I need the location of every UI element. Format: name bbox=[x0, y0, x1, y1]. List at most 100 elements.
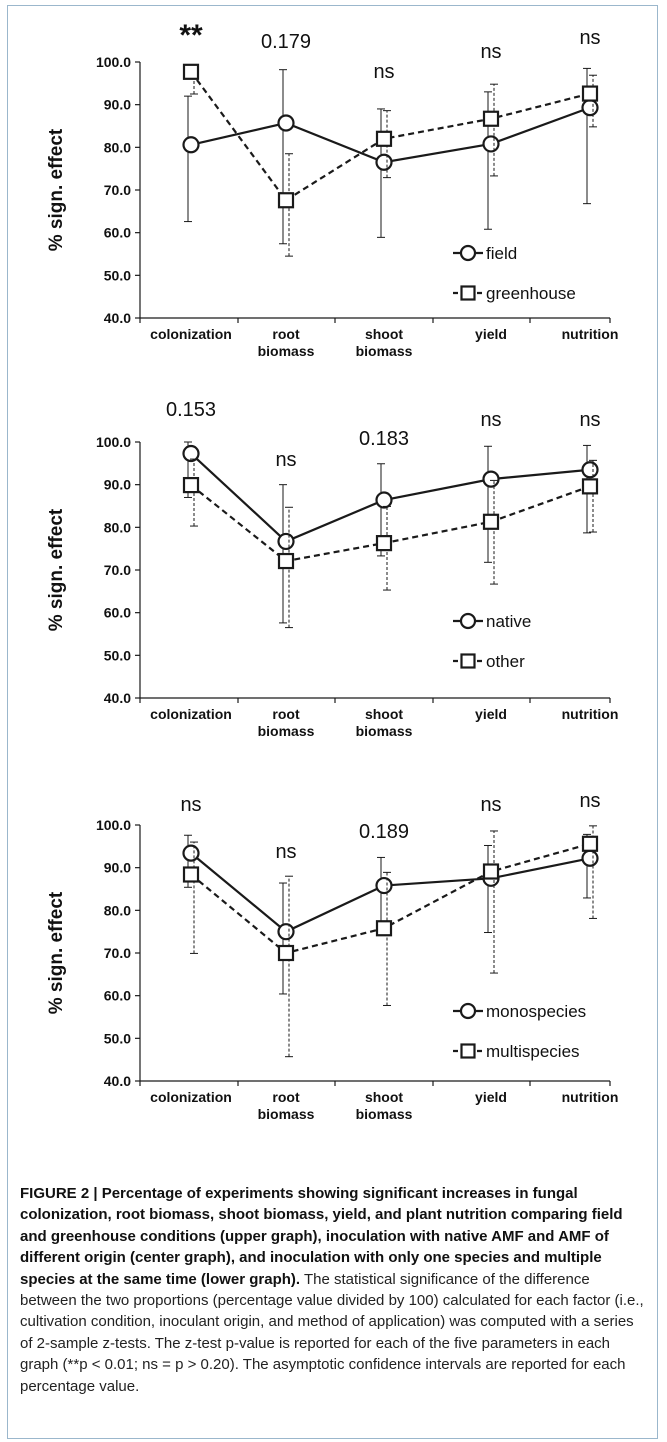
y-tick-label: 70.0 bbox=[104, 562, 131, 578]
x-tick-label: yield bbox=[475, 1089, 507, 1105]
series-other bbox=[182, 458, 599, 629]
x-tick-label: shoot bbox=[365, 1089, 403, 1105]
series-greenhouse bbox=[182, 63, 599, 257]
data-point bbox=[182, 444, 200, 463]
legend-entry: native bbox=[453, 612, 531, 631]
y-tick-label: 80.0 bbox=[104, 519, 131, 535]
p-value-annotation: ** bbox=[179, 19, 203, 52]
x-tick-label: biomass bbox=[356, 723, 413, 739]
legend-entry: field bbox=[453, 244, 517, 263]
caption-title: FIGURE 2 | Percentage of experiments sho… bbox=[20, 1185, 623, 1288]
data-point bbox=[581, 99, 599, 117]
p-value-annotation: ns bbox=[579, 409, 600, 431]
legend-entry: multispecies bbox=[453, 1042, 580, 1061]
y-tick-label: 90.0 bbox=[104, 477, 131, 493]
data-point bbox=[277, 923, 295, 941]
y-tick-label: 50.0 bbox=[104, 1030, 131, 1046]
data-point bbox=[482, 110, 500, 127]
chart-1: % sign. effect 40.0 50.0 60.0 70.0 80.0 90.0 10… bbox=[46, 19, 618, 359]
legend-label: native bbox=[486, 612, 531, 631]
series-multispecies bbox=[182, 825, 599, 1058]
y-axis-label: % sign. effect bbox=[46, 508, 67, 631]
y-tick-label: 60.0 bbox=[104, 988, 131, 1004]
data-point bbox=[581, 849, 599, 867]
figure-caption: FIGURE 2 | Percentage of experiments sho… bbox=[20, 1183, 650, 1397]
p-value-annotation: ns bbox=[480, 409, 501, 431]
x-tick-label: biomass bbox=[356, 343, 413, 359]
x-tick-label: colonization bbox=[150, 706, 232, 722]
series-line bbox=[190, 852, 591, 933]
y-tick-label: 80.0 bbox=[104, 139, 131, 155]
data-point bbox=[482, 135, 500, 153]
y-tick-label: 50.0 bbox=[104, 267, 131, 283]
legend-marker bbox=[459, 244, 477, 262]
y-axis-label: % sign. effect bbox=[46, 891, 67, 1014]
data-point bbox=[375, 876, 393, 895]
legend-label: multispecies bbox=[486, 1042, 580, 1061]
x-tick-label: root bbox=[272, 1089, 300, 1105]
p-value-annotation: 0.189 bbox=[359, 821, 409, 843]
p-value-annotation: ns bbox=[275, 449, 296, 471]
data-point bbox=[375, 130, 393, 147]
chart-2: % sign. effect 40.0 50.0 60.0 70.0 80.0 90.0 10… bbox=[46, 399, 618, 739]
data-point bbox=[277, 532, 295, 551]
data-point bbox=[182, 136, 200, 154]
data-point bbox=[482, 470, 500, 488]
data-point bbox=[182, 866, 200, 883]
p-value-annotation: ns bbox=[373, 61, 394, 83]
data-point bbox=[581, 478, 599, 495]
y-tick-label: 70.0 bbox=[104, 945, 131, 961]
x-tick-label: biomass bbox=[356, 1106, 413, 1122]
caption-text: The statistical significance of the diff… bbox=[20, 1270, 644, 1395]
x-tick-label: biomass bbox=[258, 1106, 315, 1122]
y-tick-label: 100.0 bbox=[96, 817, 131, 833]
x-tick-label: biomass bbox=[258, 723, 315, 739]
x-tick-label: biomass bbox=[258, 343, 315, 359]
p-value-annotation: ns bbox=[579, 790, 600, 812]
p-value-annotation: ns bbox=[579, 27, 600, 49]
y-tick-label: 100.0 bbox=[96, 54, 131, 70]
legend-label: monospecies bbox=[486, 1002, 586, 1021]
data-point bbox=[277, 114, 295, 132]
x-tick-label: nutrition bbox=[562, 706, 619, 722]
legend-label: field bbox=[486, 244, 517, 263]
x-tick-label: yield bbox=[475, 326, 507, 342]
y-tick-label: 100.0 bbox=[96, 434, 131, 450]
y-axis-label: % sign. effect bbox=[46, 128, 67, 251]
data-point bbox=[182, 844, 200, 862]
series-field bbox=[182, 67, 599, 245]
x-tick-label: root bbox=[272, 326, 300, 342]
series-line bbox=[190, 842, 591, 955]
p-value-annotation: ns bbox=[180, 794, 201, 816]
x-tick-label: nutrition bbox=[562, 1089, 619, 1105]
y-tick-label: 40.0 bbox=[104, 690, 131, 706]
data-point bbox=[182, 476, 200, 494]
x-tick-label: shoot bbox=[365, 326, 403, 342]
y-tick-label: 60.0 bbox=[104, 225, 131, 241]
legend-label: other bbox=[486, 652, 525, 671]
x-tick-label: colonization bbox=[150, 326, 232, 342]
series-native bbox=[182, 441, 599, 624]
data-point bbox=[375, 153, 393, 171]
x-tick-label: colonization bbox=[150, 1089, 232, 1105]
legend-marker bbox=[460, 1043, 476, 1059]
legend-entry: greenhouse bbox=[453, 284, 576, 303]
legend-entry: monospecies bbox=[453, 1002, 586, 1021]
p-value-annotation: ns bbox=[275, 841, 296, 863]
figure-border bbox=[7, 5, 658, 1439]
legend-label: greenhouse bbox=[486, 284, 576, 303]
legend-marker bbox=[460, 285, 476, 301]
y-tick-label: 40.0 bbox=[104, 310, 131, 326]
p-value-annotation: 0.153 bbox=[166, 399, 216, 421]
y-tick-label: 80.0 bbox=[104, 902, 131, 918]
x-tick-label: yield bbox=[475, 706, 507, 722]
legend-marker bbox=[460, 653, 476, 669]
data-point bbox=[375, 491, 393, 509]
data-point bbox=[277, 192, 295, 209]
legend-marker bbox=[459, 612, 477, 630]
y-tick-label: 50.0 bbox=[104, 647, 131, 663]
data-point bbox=[182, 63, 200, 80]
figure-charts: % sign. effect 40.0 50.0 60.0 70.0 80.0 90.0 10… bbox=[46, 19, 619, 1122]
p-value-annotation: 0.183 bbox=[359, 428, 409, 450]
data-point bbox=[581, 85, 599, 102]
